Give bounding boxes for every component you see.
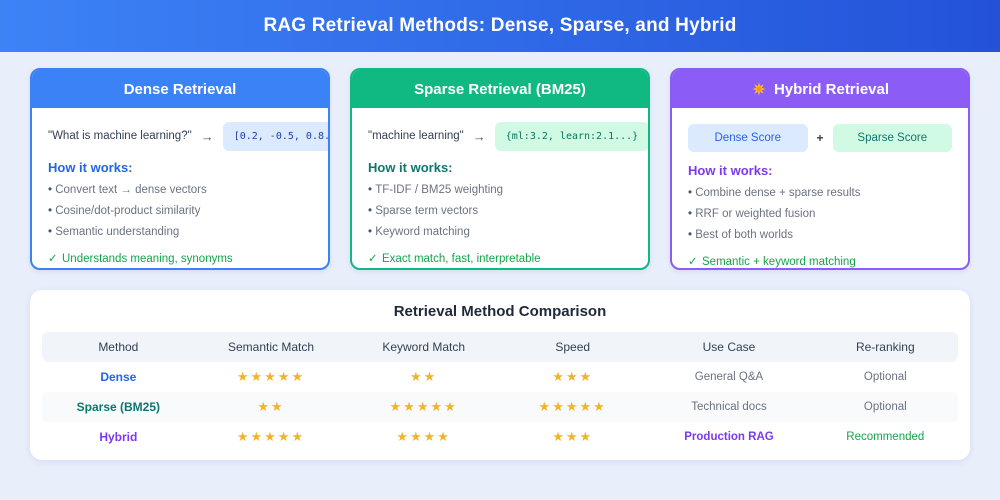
card-hybrid-title: Hybrid Retrieval [773, 80, 890, 98]
hybrid-keyword-stars: ★★★★ [396, 429, 451, 444]
dense-pro-line: ✓ Understands meaning, synonyms [48, 249, 312, 268]
card-sparse-header: Sparse Retrieval (BM25) [352, 70, 648, 108]
page-title: RAG Retrieval Methods: Dense, Sparse, an… [263, 15, 737, 36]
plus-icon: + [816, 130, 824, 145]
dense-score-pill: Dense Score [688, 123, 808, 152]
card-sparse-body: "machine learning" → {ml:3.2, learn:2.1.… [352, 108, 648, 270]
dense-keyword-stars: ★★ [410, 369, 438, 384]
dense-vector-codebox: [0.2, -0.5, 0.8...] [222, 121, 328, 151]
sparse-con-line: ✗No semantic understanding [368, 269, 632, 270]
hybrid-re-ranking: Recommended [846, 431, 925, 443]
sparse-example-query: "machine learning" [368, 130, 464, 142]
dense-bullet-2: Cosine/dot-product similarity [48, 201, 312, 222]
card-dense-body: "What is machine learning?" → [0.2, -0.5… [32, 108, 328, 270]
dense-use-case: General Q&A [694, 371, 764, 383]
card-dense-header: Dense Retrieval [32, 70, 328, 108]
column-header-semantic-match: Semantic Match [227, 340, 315, 354]
method-label-hybrid: Hybrid [99, 430, 138, 444]
table-row-sparse: Sparse (BM25) ★★ ★★★★★ ★★★★★ Technical d… [42, 392, 958, 422]
hybrid-how-label: How it works: [688, 163, 773, 178]
table-header-row: Method Semantic Match Keyword Match Spee… [42, 332, 958, 362]
hybrid-pro-text: Semantic + keyword matching [702, 256, 856, 268]
dense-semantic-stars: ★★★★★ [236, 369, 306, 384]
dense-bullet-3: Semantic understanding [48, 222, 312, 243]
card-hybrid-retrieval: Hybrid Retrieval Dense Score + Sparse Sc… [670, 68, 970, 270]
comparison-table-card: Retrieval Method Comparison Method Seman… [30, 290, 970, 460]
title-banner: RAG Retrieval Methods: Dense, Sparse, an… [0, 0, 1000, 52]
sparse-score-pill: Sparse Score [832, 123, 953, 152]
method-label-dense: Dense [100, 370, 137, 384]
starburst-icon [751, 81, 767, 97]
hybrid-pro-line: ✓ Semantic + keyword matching [688, 252, 952, 268]
sparse-semantic-stars: ★★ [257, 399, 285, 414]
sparse-pro-line: ✓ Exact match, fast, interpretable [368, 249, 632, 268]
dense-example-row: "What is machine learning?" → [0.2, -0.5… [48, 119, 328, 153]
sparse-bullet-1: TF-IDF / BM25 weighting [368, 180, 632, 201]
card-sparse-retrieval: Sparse Retrieval (BM25) "machine learnin… [350, 68, 650, 270]
hybrid-bullet-3: Best of both worlds [688, 225, 952, 246]
table-row-dense: Dense ★★★★★ ★★ ★★★ General Q&A Optional [42, 362, 958, 392]
sparse-weights-codebox: {ml:3.2, learn:2.1...} [494, 121, 648, 151]
sparse-bullet-3: Keyword matching [368, 222, 632, 243]
column-header-re-ranking: Re-ranking [855, 340, 915, 354]
column-header-use-case: Use Case [702, 340, 756, 354]
card-dense-retrieval: Dense Retrieval "What is machine learnin… [30, 68, 330, 270]
dense-speed-stars: ★★★ [552, 369, 594, 384]
dense-re-ranking: Optional [863, 371, 907, 383]
dense-example-query: "What is machine learning?" [48, 130, 192, 142]
sparse-example-row: "machine learning" → {ml:3.2, learn:2.1.… [368, 119, 648, 153]
hybrid-score-pills: Dense Score + Sparse Score [688, 122, 953, 153]
cross-icon: ✗ [368, 269, 382, 270]
sparse-bullet-2: Sparse term vectors [368, 201, 632, 222]
hybrid-bullet-2: RRF or weighted fusion [688, 204, 952, 225]
sparse-pro-text: Exact match, fast, interpretable [382, 253, 541, 265]
sparse-speed-stars: ★★★★★ [538, 399, 607, 414]
comparison-table-title: Retrieval Method Comparison [393, 303, 607, 320]
arrow-right-icon: → [200, 128, 214, 144]
method-label-sparse: Sparse (BM25) [76, 400, 161, 414]
hybrid-semantic-stars: ★★★★★ [236, 429, 306, 444]
column-header-method: Method [98, 340, 139, 354]
table-row-hybrid: Hybrid ★★★★★ ★★★★ ★★★ Production RAG Rec… [42, 422, 958, 452]
column-header-keyword-match: Keyword Match [382, 340, 466, 354]
dense-con-line: ✗Misses exact keywords [48, 269, 312, 270]
hybrid-use-case: Production RAG [684, 431, 774, 443]
column-header-speed: Speed [555, 340, 591, 354]
sparse-keyword-stars: ★★★★★ [389, 399, 458, 414]
dense-pro-text: Understands meaning, synonyms [62, 253, 233, 265]
sparse-re-ranking: Optional [863, 401, 907, 413]
card-hybrid-header: Hybrid Retrieval [672, 70, 968, 108]
check-icon: ✓ [368, 253, 378, 265]
arrow-right-icon: → [472, 128, 486, 144]
cross-icon: ✗ [48, 269, 62, 270]
sparse-how-label: How it works: [368, 160, 453, 175]
card-hybrid-body: Dense Score + Sparse Score How it works:… [672, 108, 968, 268]
dense-bullet-1: Convert text → dense vectors [48, 180, 312, 201]
method-cards: Dense Retrieval "What is machine learnin… [0, 52, 1000, 270]
sparse-use-case: Technical docs [691, 401, 767, 413]
dense-how-label: How it works: [48, 160, 133, 175]
check-icon: ✓ [688, 256, 698, 268]
check-icon: ✓ [48, 253, 58, 265]
card-dense-title: Dense Retrieval [123, 80, 237, 98]
hybrid-bullet-1: Combine dense + sparse results [688, 183, 952, 204]
hybrid-speed-stars: ★★★ [552, 429, 594, 444]
card-sparse-title: Sparse Retrieval (BM25) [414, 80, 586, 98]
